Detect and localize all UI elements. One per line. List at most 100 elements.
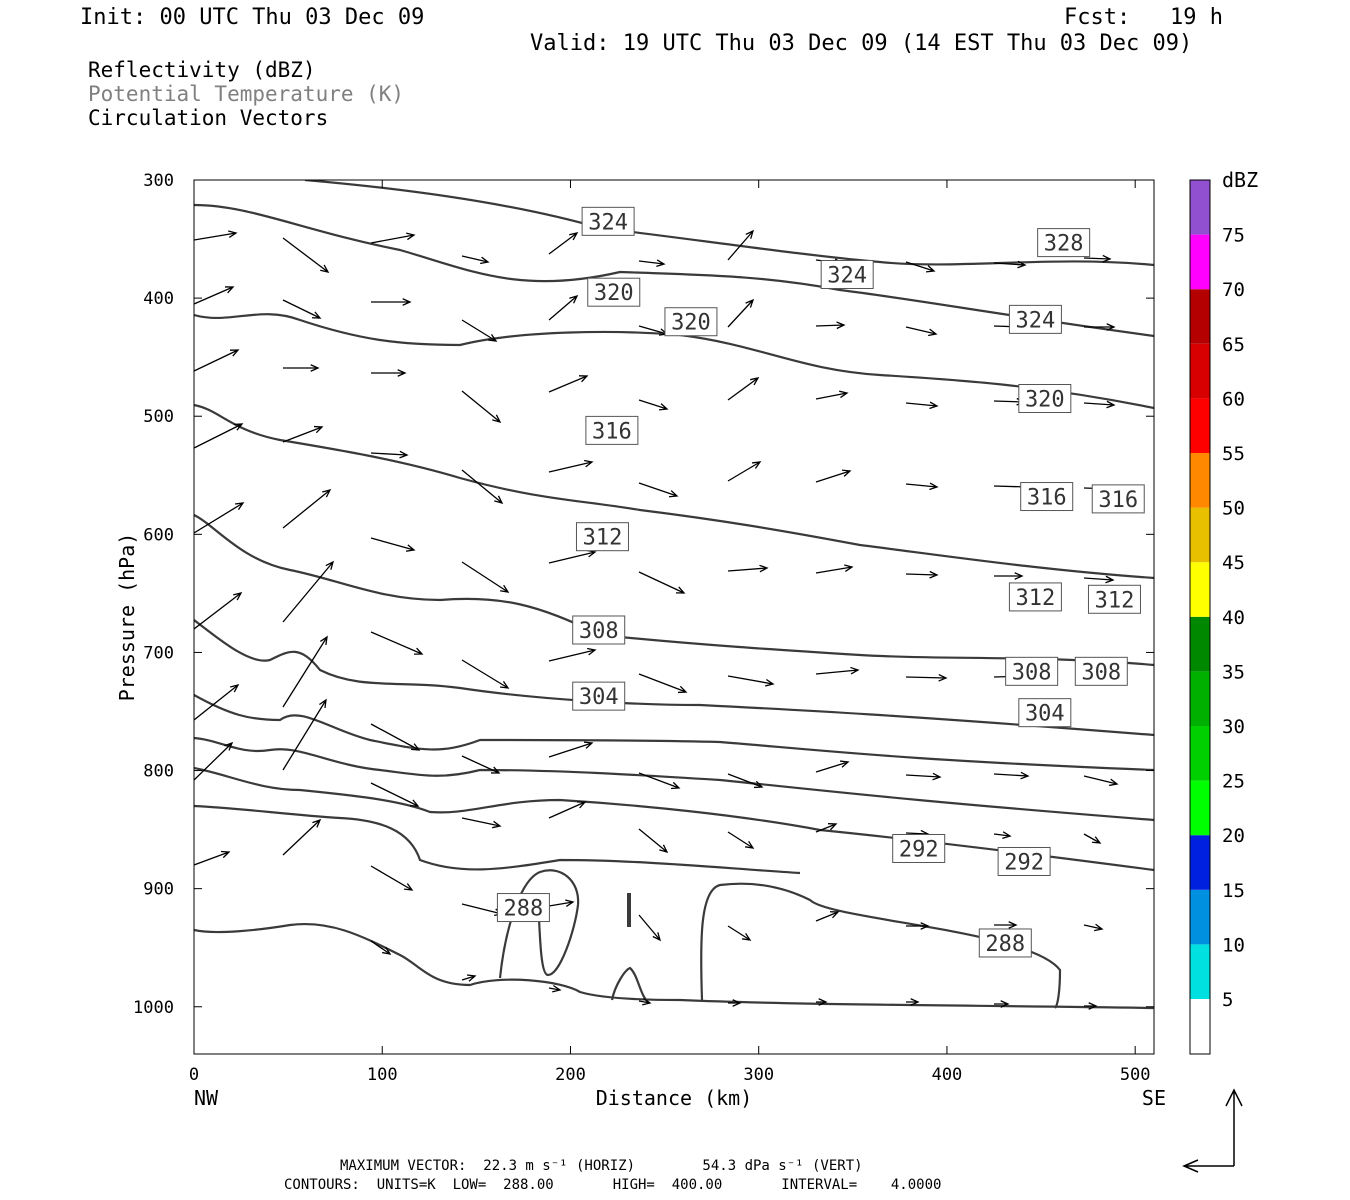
y-tick-label: 500 bbox=[143, 407, 174, 427]
vector-arrow bbox=[371, 298, 412, 306]
theta-contour-line bbox=[304, 180, 1154, 267]
vector-arrow bbox=[1083, 775, 1119, 787]
vector-arrow bbox=[548, 899, 575, 907]
vector-arrow bbox=[727, 298, 755, 328]
vector-arrow bbox=[194, 684, 240, 721]
vector-arrow bbox=[548, 984, 562, 993]
colorbar-label: 60 bbox=[1222, 388, 1245, 410]
y-tick-label: 800 bbox=[143, 762, 174, 782]
vector-arrow bbox=[727, 229, 755, 261]
vector-arrow bbox=[282, 635, 328, 708]
vector-arrow bbox=[461, 390, 502, 424]
colorbar-segment bbox=[1190, 289, 1210, 344]
vector-arrow bbox=[815, 564, 854, 574]
vector-arrow bbox=[548, 741, 594, 758]
colorbar-segment bbox=[1190, 616, 1210, 672]
colorbar-segment bbox=[1190, 453, 1210, 508]
colorbar-segment bbox=[1190, 726, 1210, 781]
colorbar-segment bbox=[1190, 780, 1210, 836]
vector-arrow bbox=[638, 259, 666, 267]
circulation-vectors bbox=[194, 229, 1120, 1010]
colorbar-label: 65 bbox=[1222, 334, 1245, 356]
vector-arrow bbox=[548, 375, 589, 393]
vector-arrow bbox=[727, 925, 752, 941]
vector-arrow bbox=[461, 469, 504, 505]
vector-arrow bbox=[1084, 1002, 1098, 1010]
contour-label-box bbox=[587, 277, 641, 307]
theta-contour-line bbox=[194, 403, 1154, 580]
vector-arrow bbox=[993, 771, 1030, 780]
contour-label-box bbox=[572, 615, 626, 645]
contour-label-box bbox=[1020, 482, 1074, 512]
vector-arrow bbox=[993, 260, 1027, 269]
colorbar-label: 40 bbox=[1222, 607, 1245, 629]
vector-arrow bbox=[194, 502, 245, 534]
vector-arrow bbox=[905, 326, 938, 337]
y-tick-label: 900 bbox=[143, 880, 174, 900]
vector-arrow bbox=[727, 831, 755, 849]
vector-arrow bbox=[371, 369, 407, 377]
contour-label: 316 bbox=[1027, 486, 1067, 511]
vector-arrow bbox=[461, 561, 510, 593]
contour-label-box bbox=[572, 681, 626, 711]
contour-label: 324 bbox=[588, 210, 628, 235]
contour-label-box bbox=[1008, 582, 1062, 612]
x-tick-label: 0 bbox=[189, 1065, 199, 1085]
colorbar-label: 20 bbox=[1222, 825, 1245, 847]
vector-arrow bbox=[638, 673, 688, 694]
vector-arrow bbox=[282, 560, 335, 623]
vector-arrow bbox=[282, 237, 330, 273]
x-left-end-label: NW bbox=[194, 1086, 219, 1110]
x-tick-label: 500 bbox=[1120, 1065, 1151, 1085]
vector-arrow bbox=[370, 232, 416, 244]
contour-label: 320 bbox=[1025, 388, 1065, 413]
contour-label: 308 bbox=[1081, 660, 1121, 685]
vector-arrow bbox=[370, 450, 409, 459]
vector-arrow bbox=[370, 865, 414, 891]
vector-arrow bbox=[461, 974, 477, 982]
legend-vectors: Circulation Vectors bbox=[88, 106, 329, 130]
vector-arrow bbox=[815, 666, 860, 675]
vector-arrow bbox=[638, 772, 681, 790]
vector-arrow bbox=[548, 232, 579, 255]
vector-arrow bbox=[194, 741, 234, 781]
theta-contour-line bbox=[194, 203, 1154, 338]
reference-vector-icon bbox=[1182, 1088, 1243, 1173]
contour-label: 316 bbox=[1098, 488, 1138, 513]
contour-info-note: CONTOURS: UNITS=K LOW= 288.00 HIGH= 400.… bbox=[284, 1177, 942, 1193]
colorbar-segment bbox=[1190, 835, 1210, 890]
vector-arrow bbox=[906, 922, 930, 930]
vector-arrow bbox=[548, 294, 579, 321]
contour-label: 324 bbox=[1016, 308, 1056, 333]
vector-arrow bbox=[815, 823, 838, 833]
colorbar-segment bbox=[1190, 507, 1210, 563]
x-tick-label: 100 bbox=[367, 1065, 398, 1085]
contour-label: 288 bbox=[985, 932, 1025, 957]
contour-label-box bbox=[575, 522, 629, 552]
vector-arrow bbox=[548, 459, 594, 473]
vector-arrow bbox=[1083, 833, 1102, 844]
y-tick-label: 700 bbox=[143, 643, 174, 663]
vector-arrow bbox=[638, 482, 679, 498]
vector-arrow bbox=[994, 1000, 1010, 1008]
contour-label: 292 bbox=[899, 837, 939, 862]
vector-arrow bbox=[370, 537, 416, 552]
vector-arrow bbox=[282, 818, 322, 856]
contour-label-box bbox=[978, 928, 1032, 958]
colorbar-title: dBZ bbox=[1222, 168, 1258, 192]
vector-arrow bbox=[816, 998, 828, 1006]
vector-arrow bbox=[370, 940, 392, 955]
colorbar-segment bbox=[1190, 944, 1210, 999]
valid-time: Valid: 19 UTC Thu 03 Dec 09 (14 EST Thu … bbox=[530, 31, 1193, 56]
vector-arrow bbox=[282, 425, 324, 443]
vector-arrow bbox=[905, 261, 936, 273]
colorbar-segment bbox=[1190, 671, 1210, 726]
contour-label-box bbox=[581, 206, 635, 236]
x-tick-label: 400 bbox=[932, 1065, 963, 1085]
contour-label: 312 bbox=[1095, 588, 1135, 613]
theta-contour-line bbox=[194, 619, 1154, 737]
vector-arrow bbox=[548, 549, 597, 564]
contour-label: 304 bbox=[1025, 702, 1065, 727]
vector-arrow bbox=[994, 572, 1024, 580]
